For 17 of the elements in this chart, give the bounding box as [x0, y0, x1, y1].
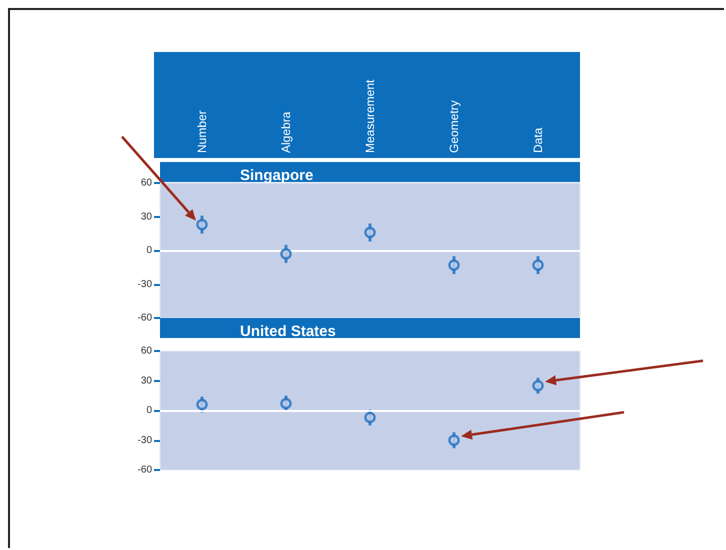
chart-title: Singapore	[240, 167, 314, 184]
y-tick-label: -60	[138, 464, 152, 476]
y-tick-label: 0	[146, 245, 152, 256]
y-tick-label: 60	[140, 178, 152, 188]
y-tick-label: 30	[140, 375, 152, 386]
y-tick-label: 60	[140, 346, 152, 356]
x-tick-label: Geometry	[447, 100, 461, 153]
chart-title: United States	[240, 323, 336, 340]
x-tick-label: Measurement	[363, 78, 377, 153]
y-tick-label: 0	[146, 405, 152, 416]
x-tick-label: Algebra	[279, 111, 293, 153]
y-tick-label: 30	[140, 211, 152, 222]
x-tick-label: Number	[195, 110, 209, 153]
x-tick-label: Data	[531, 127, 545, 153]
y-tick-label: -30	[138, 434, 152, 446]
y-tick-label: -30	[138, 278, 152, 290]
y-tick-label: -60	[138, 312, 152, 324]
